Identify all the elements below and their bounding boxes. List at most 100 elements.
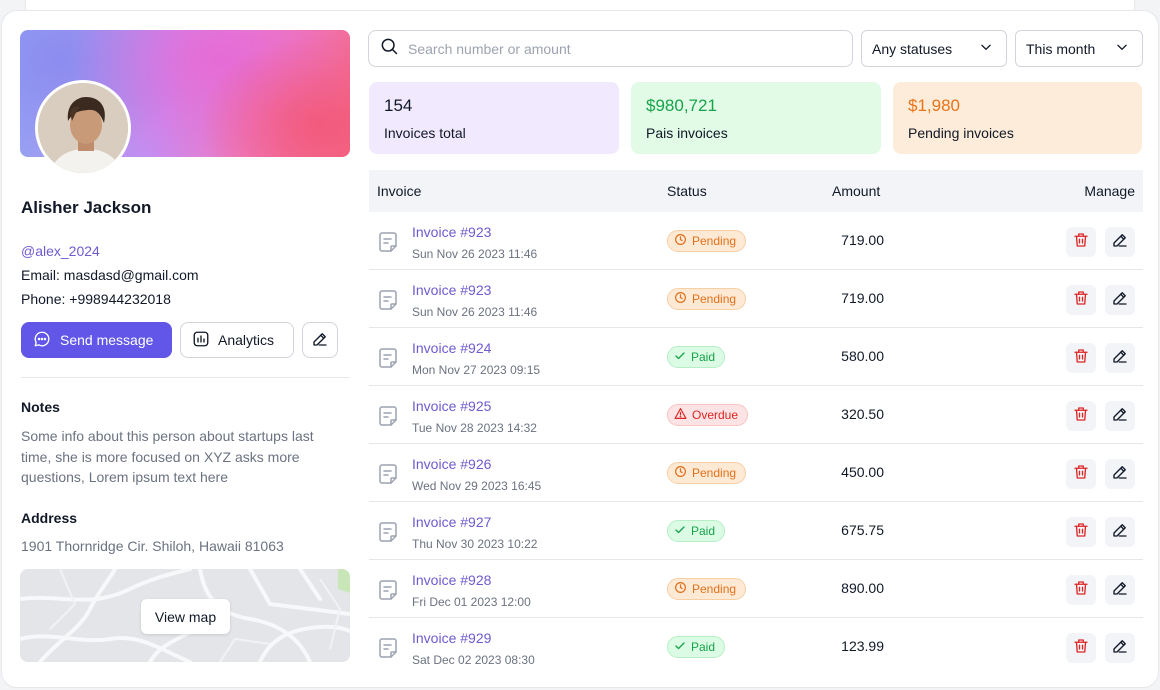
status-filter-value: Any statuses — [872, 40, 953, 57]
delete-button[interactable] — [1066, 575, 1096, 605]
pencil-icon — [1111, 405, 1129, 428]
invoice-link[interactable]: Invoice #927 — [412, 514, 492, 530]
send-message-label: Send message — [60, 332, 154, 348]
search-field[interactable] — [368, 30, 853, 67]
header-status: Status — [667, 183, 707, 199]
delete-button[interactable] — [1066, 343, 1096, 373]
profile-handle[interactable]: @alex_2024 — [21, 243, 100, 259]
stat-value: $980,721 — [646, 96, 717, 115]
search-input[interactable] — [408, 40, 838, 57]
status-label: Pending — [692, 582, 737, 596]
pencil-icon — [1111, 521, 1129, 544]
notes-title: Notes — [21, 399, 60, 415]
status-label: Paid — [691, 640, 716, 654]
status-badge: Pending — [667, 462, 747, 484]
status-badge: Paid — [667, 520, 726, 542]
profile-phone: Phone: +998944232018 — [21, 291, 171, 307]
pencil-icon — [1111, 579, 1129, 602]
invoice-link[interactable]: Invoice #924 — [412, 340, 492, 356]
edit-button[interactable] — [1105, 285, 1135, 315]
table-row: Invoice #924 Mon Nov 27 2023 09:15 Paid … — [369, 328, 1143, 386]
document-icon — [378, 579, 398, 606]
period-filter-select[interactable]: This month — [1015, 30, 1143, 67]
trash-icon — [1072, 579, 1090, 602]
header-amount: Amount — [832, 183, 881, 199]
invoice-link[interactable]: Invoice #928 — [412, 572, 492, 588]
invoice-date: Thu Nov 30 2023 10:22 — [412, 537, 538, 551]
invoice-date: Tue Nov 28 2023 14:32 — [412, 421, 537, 435]
view-map-button[interactable]: View map — [141, 599, 230, 634]
stat-label: Invoices total — [384, 125, 466, 141]
status-filter-select[interactable]: Any statuses — [861, 30, 1007, 67]
invoice-link[interactable]: Invoice #923 — [412, 224, 492, 240]
delete-button[interactable] — [1066, 459, 1096, 489]
trash-icon — [1072, 347, 1090, 370]
edit-button[interactable] — [1105, 575, 1135, 605]
table-row: Invoice #923 Sun Nov 26 2023 11:46 Pendi… — [369, 270, 1143, 328]
edit-button[interactable] — [1105, 633, 1135, 663]
trash-icon — [1072, 405, 1090, 428]
pencil-icon — [1111, 231, 1129, 254]
pencil-icon — [311, 330, 329, 351]
status-label: Pending — [692, 234, 737, 248]
edit-button[interactable] — [1105, 517, 1135, 547]
document-icon — [378, 405, 398, 432]
invoice-date: Fri Dec 01 2023 12:00 — [412, 595, 531, 609]
address-text: 1901 Thornridge Cir. Shiloh, Hawaii 8106… — [21, 538, 284, 554]
status-badge: Pending — [667, 578, 747, 600]
invoice-link[interactable]: Invoice #929 — [412, 630, 492, 646]
trash-icon — [1072, 463, 1090, 486]
invoice-link[interactable]: Invoice #925 — [412, 398, 492, 414]
table-row: Invoice #928 Fri Dec 01 2023 12:00 Pendi… — [369, 560, 1143, 618]
profile-email: Email: masdasd@gmail.com — [21, 267, 199, 283]
status-badge: Paid — [667, 346, 726, 368]
stat-card-paid-invoices: $980,721 Pais invoices — [631, 82, 881, 154]
edit-button[interactable] — [1105, 401, 1135, 431]
table-row: Invoice #925 Tue Nov 28 2023 14:32 Overd… — [369, 386, 1143, 444]
map-preview[interactable]: View map — [20, 569, 350, 662]
check-icon — [674, 524, 686, 539]
document-icon — [378, 463, 398, 490]
avatar — [35, 80, 131, 176]
trash-icon — [1072, 637, 1090, 660]
profile-invoices-card: Alisher Jackson @alex_2024 Email: masdas… — [1, 10, 1159, 688]
status-label: Pending — [692, 466, 737, 480]
check-icon — [674, 640, 686, 655]
stat-value: $1,980 — [908, 96, 960, 115]
status-label: Pending — [692, 292, 737, 306]
stat-value: 154 — [384, 96, 413, 115]
bar-chart-icon — [192, 330, 210, 351]
invoice-amount: 580.00 — [841, 348, 884, 364]
invoice-link[interactable]: Invoice #923 — [412, 282, 492, 298]
document-icon — [378, 231, 398, 258]
delete-button[interactable] — [1066, 285, 1096, 315]
notes-text: Some info about this person about startu… — [21, 428, 314, 485]
invoice-link[interactable]: Invoice #926 — [412, 456, 492, 472]
delete-button[interactable] — [1066, 227, 1096, 257]
edit-profile-button[interactable] — [302, 322, 338, 358]
search-icon — [379, 36, 399, 61]
table-row: Invoice #929 Sat Dec 02 2023 08:30 Paid … — [369, 618, 1143, 676]
delete-button[interactable] — [1066, 517, 1096, 547]
analytics-button[interactable]: Analytics — [180, 322, 294, 358]
clock-icon — [674, 581, 687, 597]
delete-button[interactable] — [1066, 401, 1096, 431]
trash-icon — [1072, 521, 1090, 544]
invoice-amount: 123.99 — [841, 638, 884, 654]
send-message-button[interactable]: Send message — [21, 322, 172, 358]
status-label: Paid — [691, 524, 716, 538]
period-filter-value: This month — [1026, 40, 1096, 57]
delete-button[interactable] — [1066, 633, 1096, 663]
edit-button[interactable] — [1105, 227, 1135, 257]
status-badge: Pending — [667, 230, 747, 252]
invoice-date: Sat Dec 02 2023 08:30 — [412, 653, 535, 667]
pencil-icon — [1111, 289, 1129, 312]
address-title: Address — [21, 510, 78, 526]
table-row: Invoice #927 Thu Nov 30 2023 10:22 Paid … — [369, 502, 1143, 560]
stat-card-invoices-total: 154 Invoices total — [369, 82, 619, 154]
stat-label: Pais invoices — [646, 125, 728, 141]
chat-icon — [33, 330, 51, 351]
edit-button[interactable] — [1105, 343, 1135, 373]
edit-button[interactable] — [1105, 459, 1135, 489]
stat-card-pending-invoices: $1,980 Pending invoices — [893, 82, 1142, 154]
